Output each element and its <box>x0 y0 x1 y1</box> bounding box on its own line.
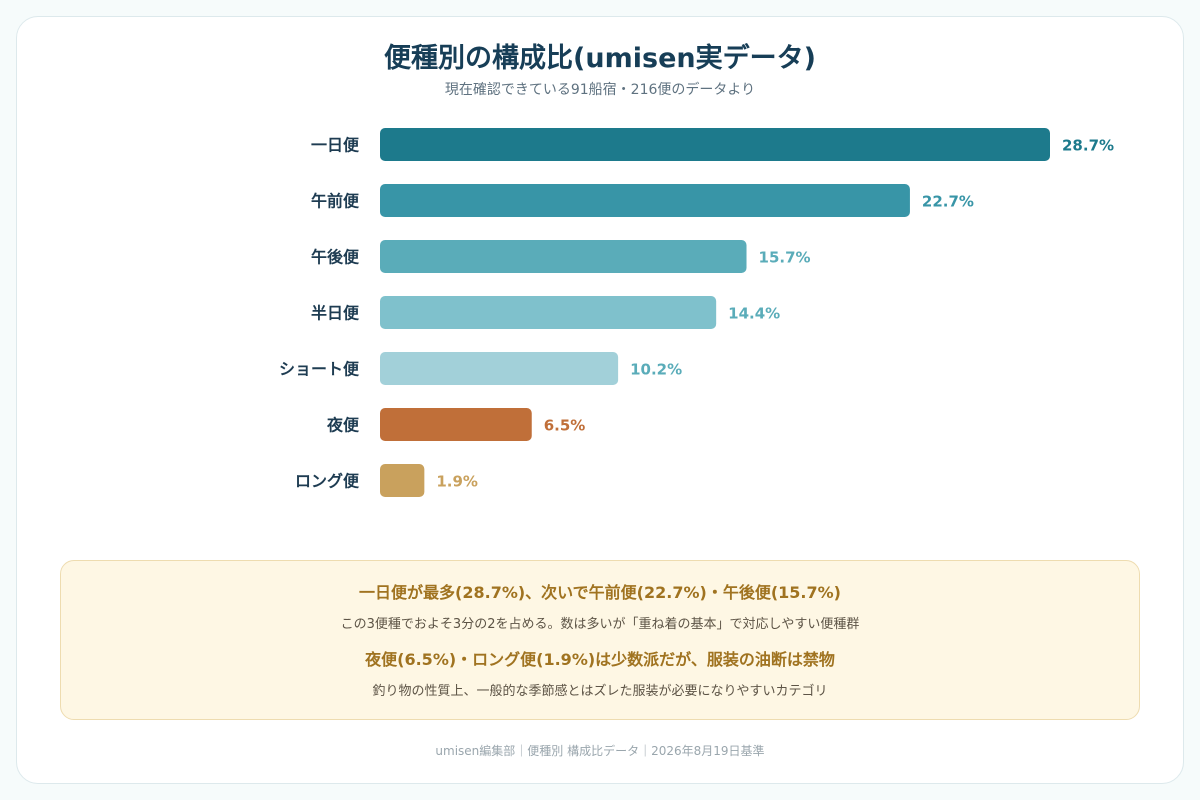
category-label: ショート便 <box>279 360 360 379</box>
bar <box>380 352 619 385</box>
value-label: 1.9% <box>436 473 478 491</box>
chart-title: 便種別の構成比(umisen実データ) <box>384 43 816 74</box>
bar <box>380 408 532 441</box>
value-label: 14.4% <box>728 305 780 323</box>
bar <box>380 128 1050 161</box>
summary-heading-1: 一日便が最多(28.7%)、次いで午前便(22.7%)・午後便(15.7%) <box>359 583 841 602</box>
value-label: 28.7% <box>1062 137 1114 155</box>
value-label: 22.7% <box>922 193 974 211</box>
summary-text-2: 釣り物の性質上、一般的な季節感とはズレた服装が必要になりやすいカテゴリ <box>372 684 828 699</box>
footer-source: umisen編集部｜便種別 構成比データ｜2026年8月19日基準 <box>435 744 765 758</box>
value-label: 6.5% <box>544 417 586 435</box>
category-label: 午後便 <box>311 248 360 267</box>
summary-heading-2: 夜便(6.5%)・ロング便(1.9%)は少数派だが、服装の油断は禁物 <box>365 650 835 669</box>
category-label: ロング便 <box>295 472 360 491</box>
chart-subtitle: 現在確認できている91船宿・216便のデータより <box>444 82 756 98</box>
bar <box>380 184 910 217</box>
bar <box>380 296 717 329</box>
bar-chart: 一日便 28.7% 午前便 22.7% 午後便 15.7% 半日便 14.4% ショート便 10.… <box>279 128 1114 497</box>
summary-box: 一日便が最多(28.7%)、次いで午前便(22.7%)・午後便(15.7%) こ… <box>60 560 1140 720</box>
value-label: 10.2% <box>630 361 682 379</box>
summary-text-1: この3便種でおよそ3分の2を占める。数は多いが「重ね着の基本」で対応しやすい便種… <box>340 617 860 632</box>
bar <box>380 464 425 497</box>
category-label: 半日便 <box>311 304 360 323</box>
bar <box>380 240 747 273</box>
category-label: 一日便 <box>311 136 360 155</box>
value-label: 15.7% <box>759 249 811 267</box>
category-label: 午前便 <box>311 192 360 211</box>
category-label: 夜便 <box>326 416 360 435</box>
